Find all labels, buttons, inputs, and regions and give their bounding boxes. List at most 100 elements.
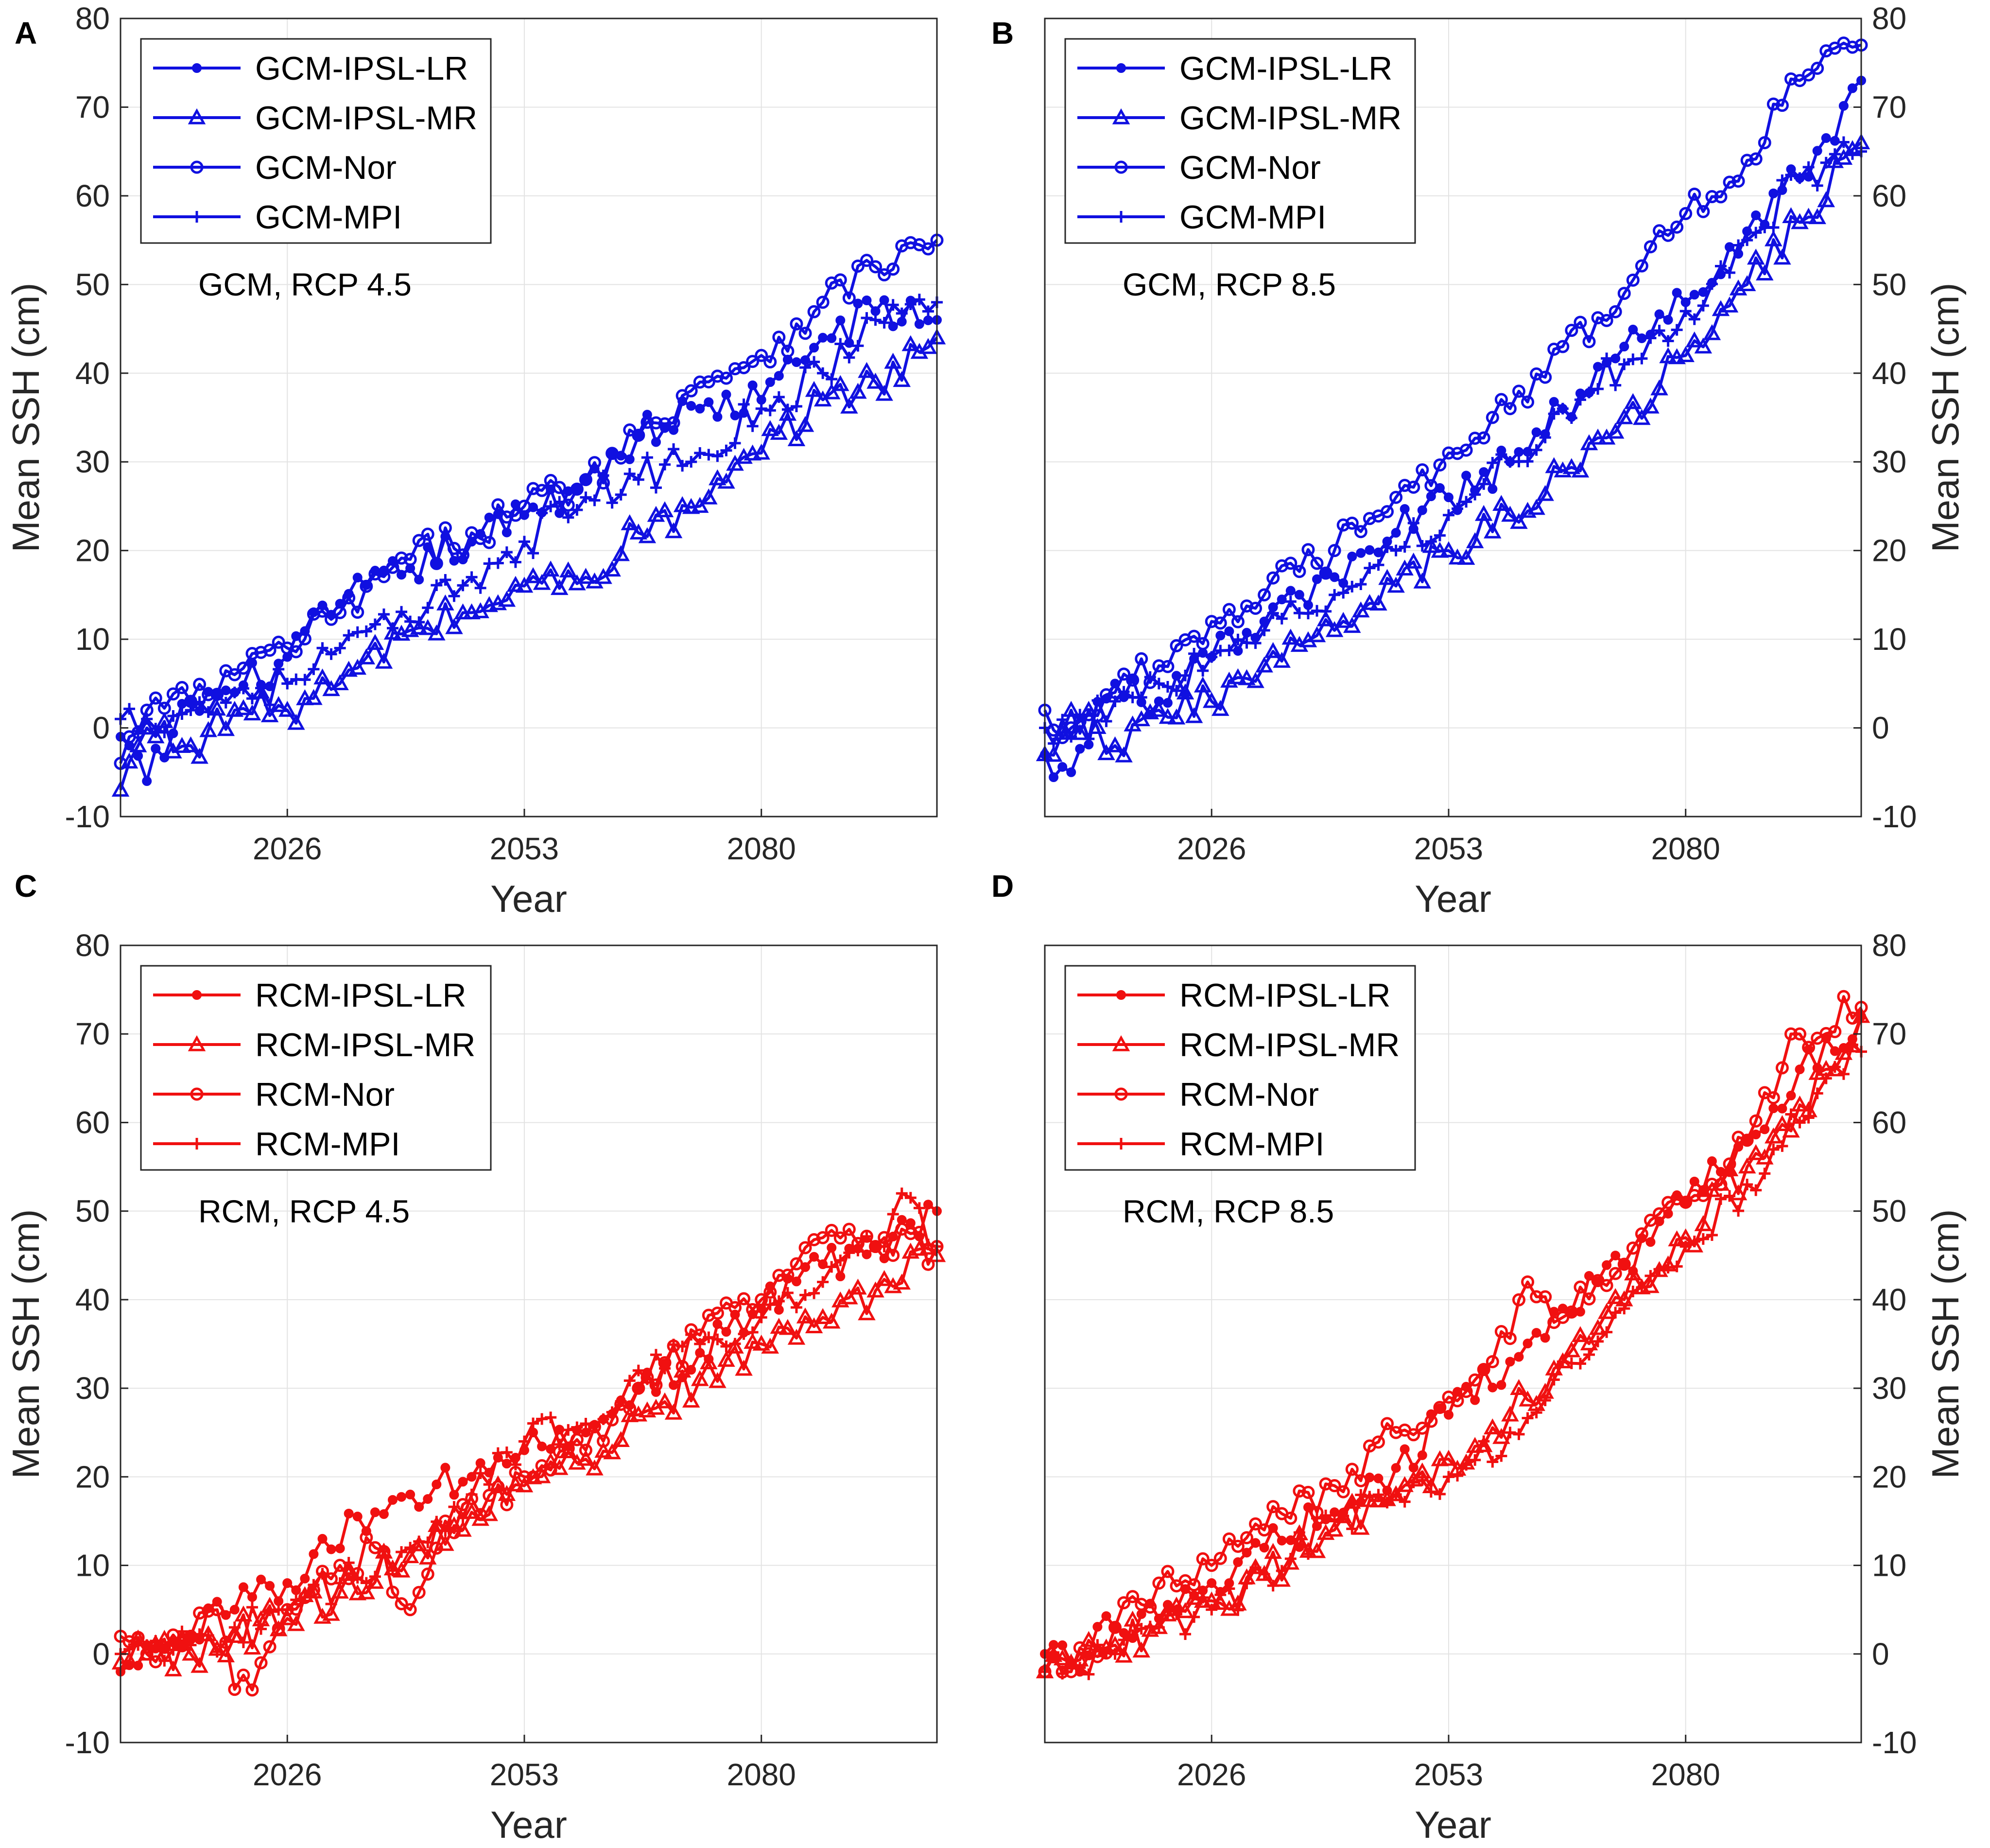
data-point [623,1402,637,1415]
data-point [211,1646,223,1658]
data-point [1688,1236,1700,1248]
data-point [1784,1027,1798,1041]
data-point [1176,683,1194,700]
data-point [1724,1190,1736,1202]
data-point [234,699,253,715]
data-point [730,410,740,420]
data-point [650,482,662,494]
data-point [1124,1610,1142,1627]
data-point [728,1301,742,1314]
data-point [157,701,171,715]
x-tick-label: 2026 [1177,831,1246,866]
data-point [1505,1357,1515,1367]
data-point [779,404,797,421]
data-point [580,1418,592,1430]
data-point [896,307,908,319]
data-point [1439,1449,1458,1466]
data-point [228,1683,242,1696]
y-tick-label: 20 [1872,533,1906,568]
data-point [1830,1046,1840,1056]
data-point [913,1202,925,1214]
y-tick-label: 50 [1872,1194,1906,1229]
data-point [1478,1435,1490,1447]
data-point [123,703,136,715]
data-point [676,1341,689,1353]
data-point [1530,1290,1543,1304]
data-point [1571,461,1590,478]
data-point [237,1636,249,1648]
data-point [1795,1064,1805,1075]
x-tick-label: 2080 [1651,1757,1720,1792]
data-point [300,1573,310,1584]
data-point [1671,1260,1683,1273]
data-point [1250,1538,1261,1548]
data-point [764,404,776,417]
data-point [1179,1628,1192,1640]
data-point [1433,458,1447,472]
data-point [656,1392,674,1409]
data-point [527,547,539,559]
data-point [1487,457,1499,469]
data-point [1389,490,1403,504]
data-point [650,1349,662,1361]
data-point [1802,1112,1815,1124]
data-point [1510,1379,1528,1395]
data-point [422,602,434,614]
data-point [388,1495,398,1505]
series-line [120,1192,937,1662]
x-axis-label: Year [490,1803,567,1846]
data-point [1273,652,1291,668]
data-point [1530,1407,1542,1419]
data-point [1609,379,1622,391]
data-point [500,1498,514,1512]
data-point [1846,40,1859,54]
data-point [1347,551,1357,561]
data-point [1767,222,1780,234]
data-point [913,294,925,306]
data-point [570,482,584,496]
data-point [263,1640,277,1654]
data-point [1373,1473,1384,1483]
data-point [791,1276,801,1287]
data-point [366,1572,384,1589]
data-point [502,527,512,538]
data-point [1232,1604,1244,1616]
data-point [1246,672,1264,688]
data-point [1413,572,1432,589]
data-point [419,1548,437,1565]
data-point [1264,642,1282,658]
y-tick-label: 0 [92,711,110,746]
data-point [1231,1539,1245,1553]
data-point [1635,1227,1648,1241]
data-point [779,1319,797,1335]
y-tick-label: 50 [75,1194,110,1229]
data-point [413,616,425,628]
data-point [703,1331,715,1343]
data-point [746,1326,759,1338]
data-point [1285,586,1296,596]
data-point [893,1273,911,1290]
data-point [138,718,156,735]
data-point [805,1317,823,1333]
data-point [623,468,636,480]
data-point [397,570,407,580]
y-tick-label: 30 [1872,1371,1906,1406]
legend: GCM-IPSL-LR GCM-IPSL-MR GCM-Nor GCM-MPI [140,38,492,244]
data-point [669,1380,679,1390]
data-point [1556,340,1570,353]
data-point [1606,1288,1625,1304]
y-tick-label: 10 [75,622,110,657]
data-point [1829,1061,1841,1073]
data-point [1685,331,1704,348]
panel-a: -10 0 10 20 30 40 50 60 70 80 2026 2053 2080 Year Mean… [4,1,946,920]
y-tick-label: 80 [1872,928,1906,963]
data-point [352,1512,363,1522]
x-axis-label: Year [1415,877,1491,920]
data-point [1626,1241,1640,1255]
data-point [237,1668,250,1682]
data-point [1705,1177,1719,1191]
data-point [1777,1103,1787,1114]
data-point [1354,525,1367,539]
y-tick-label: 80 [75,928,110,963]
data-point [457,1512,469,1524]
